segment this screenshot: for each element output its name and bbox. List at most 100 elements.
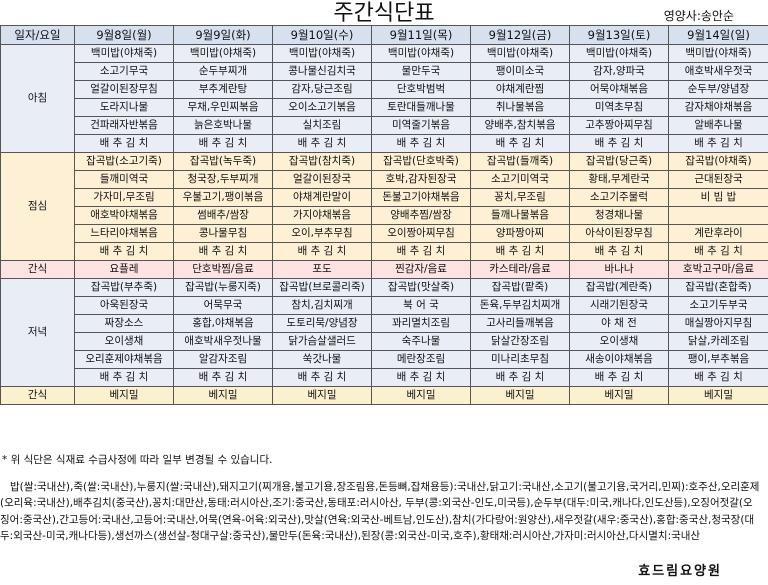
menu-cell: 미역초무침 (569, 98, 669, 117)
menu-cell: 잡곡밥(팥죽) (470, 278, 570, 297)
menu-cell: 고사리들깨볶음 (470, 314, 570, 333)
menu-cell: 가지야채볶음 (272, 206, 372, 225)
menu-cell: 닭가슴살샐러드 (272, 332, 372, 351)
menu-cell: 숙주나물 (371, 332, 471, 351)
menu-cell: 잡곡밥(소고기죽) (74, 152, 174, 171)
menu-cell: 배 추 김 치 (173, 368, 273, 387)
menu-row: 점심 잡곡밥(소고기죽) 잡곡밥(녹두죽) 잡곡밥(참치죽) 잡곡밥(단호박죽) 잡곡밥(… (0, 152, 768, 261)
menu-cell: 청국장,두부찌개 (173, 170, 273, 189)
menu-cell: 짜장소스 (74, 314, 174, 333)
menu-cell: 잡곡밥(참치죽) (272, 152, 372, 171)
menu-cell: 실치조림 (272, 116, 372, 135)
menu-cell: 배 추 김 치 (569, 242, 669, 261)
menu-cell: 팽이,부추볶음 (668, 350, 768, 369)
menu-cell: 늙은호박나물 (173, 116, 273, 135)
menu-cell: 베지밀 (371, 386, 471, 405)
header-row: 일자/요일 9월8일(월) 9월9일(화) 9월10일(수) 9월11일(목) … (0, 25, 768, 45)
menu-cell: 양파짱아찌 (470, 224, 570, 243)
menu-cell: 도토리묵/양념장 (272, 314, 372, 333)
menu-row: 오리훈제야채볶음 알감자조림 쑥갓나물 메란장조림 미나리초무침 새송이야채볶음 팽이,부추… (1, 350, 768, 369)
menu-cell: 토란대들깨나물 (371, 98, 471, 117)
menu-cell: 잡곡밥(누룽지죽) (173, 278, 273, 297)
menu-cell: 소고기두부국 (668, 296, 768, 315)
menu-cell: 백미밥(야채죽) (569, 44, 669, 63)
menu-cell: 오이생채 (74, 332, 174, 351)
header-cell: 9월9일(화) (173, 25, 273, 45)
menu-cell: 야채계란찜 (470, 80, 570, 99)
menu-cell: 잡곡밥(혼합죽) (668, 278, 768, 297)
menu-cell: 애호박새우젓나물 (173, 332, 273, 351)
menu-cell: 양배추찜/쌈장 (371, 206, 471, 225)
menu-cell: 미역줄기볶음 (371, 116, 471, 135)
menu-cell: 아욱된장국 (74, 296, 174, 315)
menu-cell: 배 추 김 치 (569, 368, 669, 387)
menu-row: 소고기무국 순두부찌개 콩나물신김치국 물만두국 팽이미소국 감자,양파국 애호박새우젓국 (1, 62, 768, 81)
menu-cell: 황태,무계란국 (569, 170, 669, 189)
menu-cell: 애호박야채볶음 (74, 206, 174, 225)
menu-row: 간식 베지밀 베지밀 베지밀 베지밀 베지밀 베지밀 베지밀 (0, 386, 768, 405)
menu-cell: 아삭이된장무침 (569, 224, 669, 243)
header-cell: 9월10일(수) (272, 25, 372, 45)
menu-cell: 배 추 김 치 (74, 368, 174, 387)
menu-cell: 물만두국 (371, 62, 471, 81)
menu-cell: 얼갈이된장무침 (74, 80, 174, 99)
menu-cell: 백미밥(야채죽) (272, 44, 372, 63)
menu-cell: 단호박범벅 (371, 80, 471, 99)
meal-label: 아침 (0, 44, 75, 153)
menu-cell: 오리훈제야채볶음 (74, 350, 174, 369)
menu-cell: 가자미,무조림 (74, 188, 174, 207)
menu-row: 애호박야채볶음 썸배추/쌈장 가지야채볶음 양배추찜/쌈장 들깨나물볶음 청경채나물 (1, 206, 768, 225)
menu-row: 건파래자반볶음 늙은호박나물 실치조림 미역줄기볶음 양배추,참치볶음 고추짱아찌무침 알배… (1, 116, 768, 135)
origin-text: 밥(쌀:국내산),죽(쌀:국내산),누룽지(쌀:국내산),돼지고기(찌개용,불고… (0, 480, 760, 543)
menu-cell: 배 추 김 치 (470, 134, 570, 153)
menu-cell: 쑥갓나물 (272, 350, 372, 369)
header-cell: 9월11일(목) (371, 25, 471, 45)
weekly-menu-table: 일자/요일 9월8일(월) 9월9일(화) 9월10일(수) 9월11일(목) … (0, 25, 768, 405)
menu-cell: 느타리야채볶음 (74, 224, 174, 243)
menu-cell: 배 추 김 치 (272, 242, 372, 261)
menu-cell: 시래기된장국 (569, 296, 669, 315)
menu-cell: 잡곡밥(야채죽) (668, 152, 768, 171)
menu-cell: 순두부찌개 (173, 62, 273, 81)
menu-cell: 애호박새우젓국 (668, 62, 768, 81)
menu-cell: 호박고구마/음료 (668, 260, 768, 279)
facility-name: 효드림요양원 (638, 564, 722, 579)
menu-cell: 배 추 김 치 (74, 134, 174, 153)
menu-cell: 백미밥(야채죽) (470, 44, 570, 63)
menu-cell: 야 채 전 (569, 314, 669, 333)
menu-row: 가자미,무조림 우불고기,팽이볶음 야채계란말이 돈불고기야채볶음 꽁치,무조림 소고기주… (1, 188, 768, 207)
menu-row: 오이생채 애호박새우젓나물 닭가슴살샐러드 숙주나물 닭살간장조림 오이생채 닭살,카레조림 (1, 332, 768, 351)
menu-cell: 감자,양파국 (569, 62, 669, 81)
menu-cell: 미나리초무침 (470, 350, 570, 369)
menu-cell: 알감자조림 (173, 350, 273, 369)
menu-cell: 콩나물무침 (173, 224, 273, 243)
menu-cell: 우불고기,팽이볶음 (173, 188, 273, 207)
meal-label: 간식 (0, 386, 75, 405)
menu-cell: 새송이야채볶음 (569, 350, 669, 369)
menu-cell: 메란장조림 (371, 350, 471, 369)
menu-cell: 홍합,야채볶음 (173, 314, 273, 333)
menu-row: 아침 백미밥(야채죽) 백미밥(야채죽) 백미밥(야채죽) 백미밥(야채죽) 백미밥(야채… (0, 44, 768, 153)
menu-cell: 베지밀 (470, 386, 570, 405)
menu-cell: 오이생채 (569, 332, 669, 351)
menu-cell: 무채,우민찌볶음 (173, 98, 273, 117)
menu-cell: 알배추나물 (668, 116, 768, 135)
menu-cell: 배 추 김 치 (569, 134, 669, 153)
menu-cell: 배 추 김 치 (668, 368, 768, 387)
menu-cell: 잡곡밥(들깨죽) (470, 152, 570, 171)
menu-cell: 백미밥(야채죽) (74, 44, 174, 63)
header-cell: 9월14일(일) (668, 25, 768, 45)
meal-label: 저녁 (0, 278, 75, 387)
header-cell: 일자/요일 (0, 25, 75, 45)
menu-cell: 어묵무국 (173, 296, 273, 315)
menu-cell (668, 206, 768, 225)
menu-cell: 취나물볶음 (470, 98, 570, 117)
menu-cell: 들깨미역국 (74, 170, 174, 189)
menu-cell: 매실짱아지무침 (668, 314, 768, 333)
menu-row: 느타리야채볶음 콩나물무침 오이,부추무침 오이짱아찌무침 양파짱아찌 아삭이된장무침 계란… (1, 224, 768, 243)
menu-cell: 썸배추/쌈장 (173, 206, 273, 225)
menu-cell: 잡곡밥(부추죽) (74, 278, 174, 297)
menu-cell: 베지밀 (668, 386, 768, 405)
